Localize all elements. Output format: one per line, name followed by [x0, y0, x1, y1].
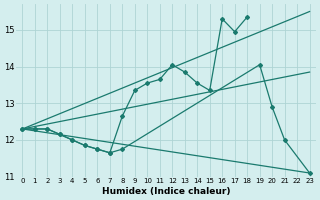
- X-axis label: Humidex (Indice chaleur): Humidex (Indice chaleur): [102, 187, 230, 196]
